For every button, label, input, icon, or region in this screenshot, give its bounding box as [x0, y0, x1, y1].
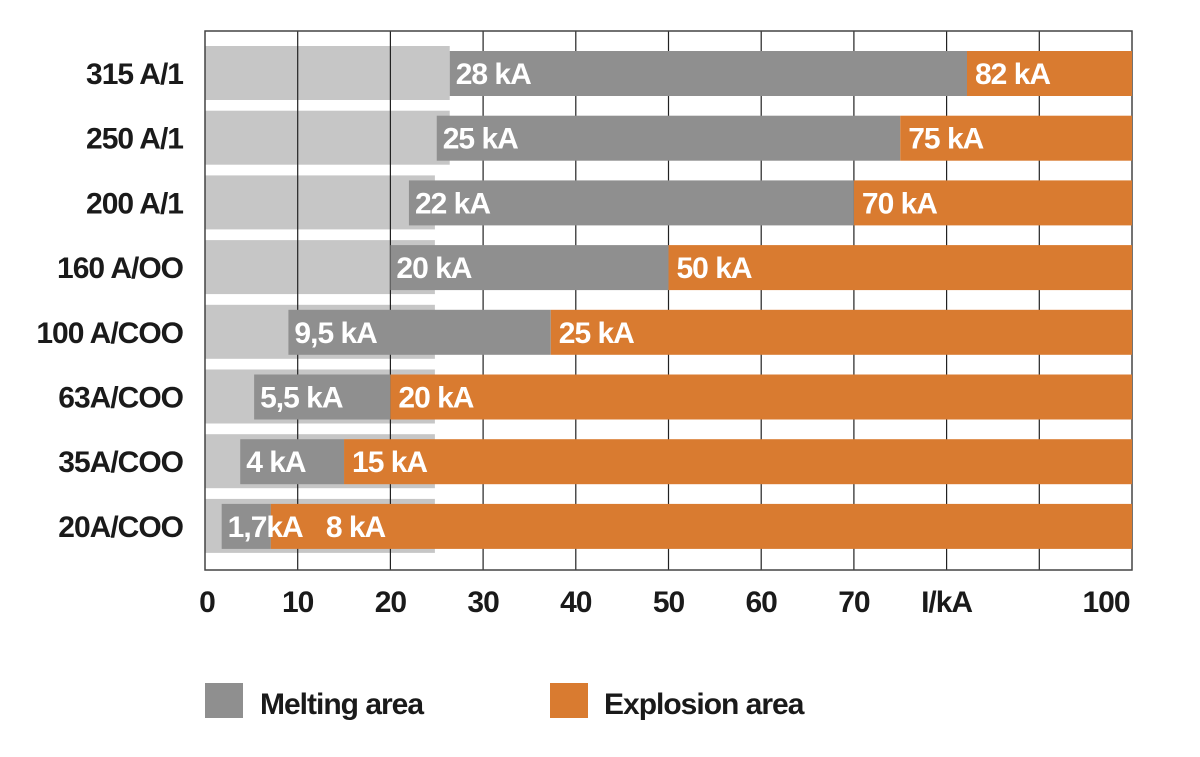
melting-bar [240, 439, 345, 485]
x-tick-label: 50 [653, 586, 685, 619]
explosion-label: 82 kA [975, 58, 1050, 91]
melting-label: 4 kA [246, 446, 306, 479]
melting-bar [408, 180, 854, 226]
explosion-label: 70 kA [862, 187, 937, 220]
melting-label: 9,5 kA [294, 317, 377, 350]
melting-label: 20 kA [396, 252, 471, 285]
explosion-bar [550, 309, 1132, 355]
x-tick-label: 30 [467, 586, 499, 619]
melting-bar [221, 503, 271, 549]
melting-bar [288, 309, 551, 355]
explosion-bar [390, 374, 1132, 420]
background-bar [205, 175, 435, 230]
category-label: 160 A/OO [57, 252, 184, 285]
x-tick-label: 70 [838, 586, 870, 619]
melting-label: 1,7kA [228, 511, 303, 544]
category-label: 100 A/COO [36, 317, 183, 350]
x-tick-label: 40 [560, 586, 592, 619]
explosion-label: 8 kA [326, 511, 386, 544]
x-tick-label: 10 [282, 586, 314, 619]
legend-label-explosion: Explosion area [604, 688, 805, 721]
explosion-bar [853, 180, 1132, 226]
x-tick-label: 0 [199, 586, 215, 619]
melting-bar [390, 245, 669, 291]
explosion-label: 50 kA [677, 252, 752, 285]
explosion-label: 25 kA [559, 317, 634, 350]
melting-label: 28 kA [456, 58, 531, 91]
background-bar [205, 110, 450, 165]
explosion-label: 20 kA [398, 382, 473, 415]
x-tick-label: 20 [375, 586, 407, 619]
legend-label-melting: Melting area [260, 688, 424, 721]
melting-label: 25 kA [443, 123, 518, 156]
explosion-bar [668, 245, 1132, 291]
plot-frame [204, 30, 1133, 571]
category-label: 63A/COO [58, 382, 183, 415]
melting-bar [449, 51, 967, 96]
x-tick-label: I/kA [921, 586, 972, 619]
melting-bar [436, 115, 901, 161]
melting-label: 5,5 kA [260, 382, 343, 415]
legend-swatch-explosion [550, 683, 588, 718]
explosion-label: 75 kA [908, 123, 983, 156]
x-tick-label: 100 [1082, 586, 1129, 619]
explosion-bar [966, 51, 1132, 96]
x-tick-label: 60 [746, 586, 778, 619]
category-label: 250 A/1 [86, 123, 183, 156]
category-label: 200 A/1 [86, 187, 183, 220]
explosion-label: 15 kA [352, 446, 427, 479]
explosion-bar [344, 439, 1132, 485]
melting-bar [254, 374, 391, 420]
explosion-bar [270, 503, 1132, 549]
legend-swatch-melting [205, 683, 243, 718]
category-label: 315 A/1 [86, 58, 183, 91]
category-label: 20A/COO [58, 511, 183, 544]
melting-label: 22 kA [415, 187, 490, 220]
category-label: 35A/COO [58, 446, 183, 479]
explosion-bar [900, 115, 1132, 161]
background-bar [205, 46, 450, 100]
